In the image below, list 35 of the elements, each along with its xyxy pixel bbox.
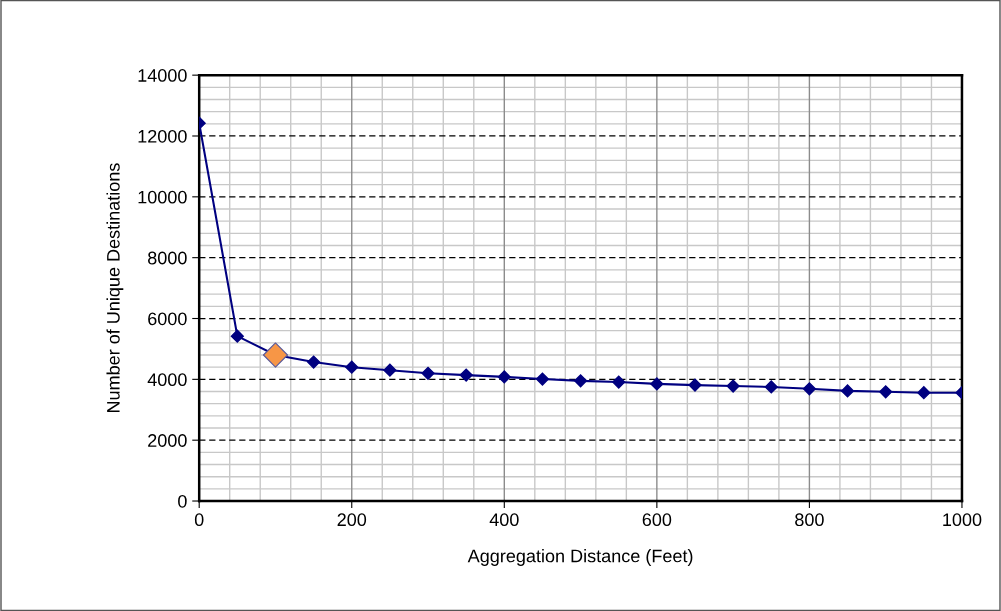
x-tick-label: 0 bbox=[194, 513, 204, 527]
x-tick-label: 600 bbox=[642, 513, 672, 527]
point bbox=[307, 355, 321, 369]
point bbox=[535, 372, 550, 386]
point bbox=[650, 377, 664, 391]
point bbox=[612, 375, 626, 389]
y-tick-label: 4000 bbox=[147, 373, 187, 387]
point bbox=[688, 378, 702, 392]
y-tick-label: 6000 bbox=[148, 312, 187, 326]
point bbox=[764, 380, 778, 394]
point bbox=[497, 370, 511, 384]
point bbox=[262, 342, 289, 368]
point bbox=[802, 382, 816, 396]
point bbox=[345, 360, 359, 374]
x-axis-title: Aggregation Distance (Feet) bbox=[467, 549, 693, 566]
point bbox=[230, 329, 244, 343]
point bbox=[917, 386, 931, 400]
y-tick-label: 2000 bbox=[148, 434, 187, 447]
x-tick-label: 400 bbox=[489, 513, 519, 527]
y-tick-label: 10000 bbox=[138, 190, 187, 204]
x-tick-label: 1000 bbox=[943, 513, 982, 527]
y-tick-label: 12000 bbox=[138, 129, 187, 143]
point bbox=[421, 366, 435, 380]
y-tick-label: 0 bbox=[178, 494, 187, 508]
y-tick-label: 8000 bbox=[148, 251, 187, 265]
point bbox=[383, 363, 397, 377]
point bbox=[726, 379, 740, 393]
y-axis-title: Number of Unique Destinations bbox=[106, 163, 124, 413]
point bbox=[573, 374, 588, 388]
point bbox=[840, 384, 855, 398]
point bbox=[879, 385, 893, 399]
x-tick-label: 800 bbox=[795, 513, 824, 527]
point bbox=[459, 368, 473, 382]
y-tick-label: 14000 bbox=[138, 69, 187, 82]
x-tick-label: 200 bbox=[337, 513, 367, 527]
